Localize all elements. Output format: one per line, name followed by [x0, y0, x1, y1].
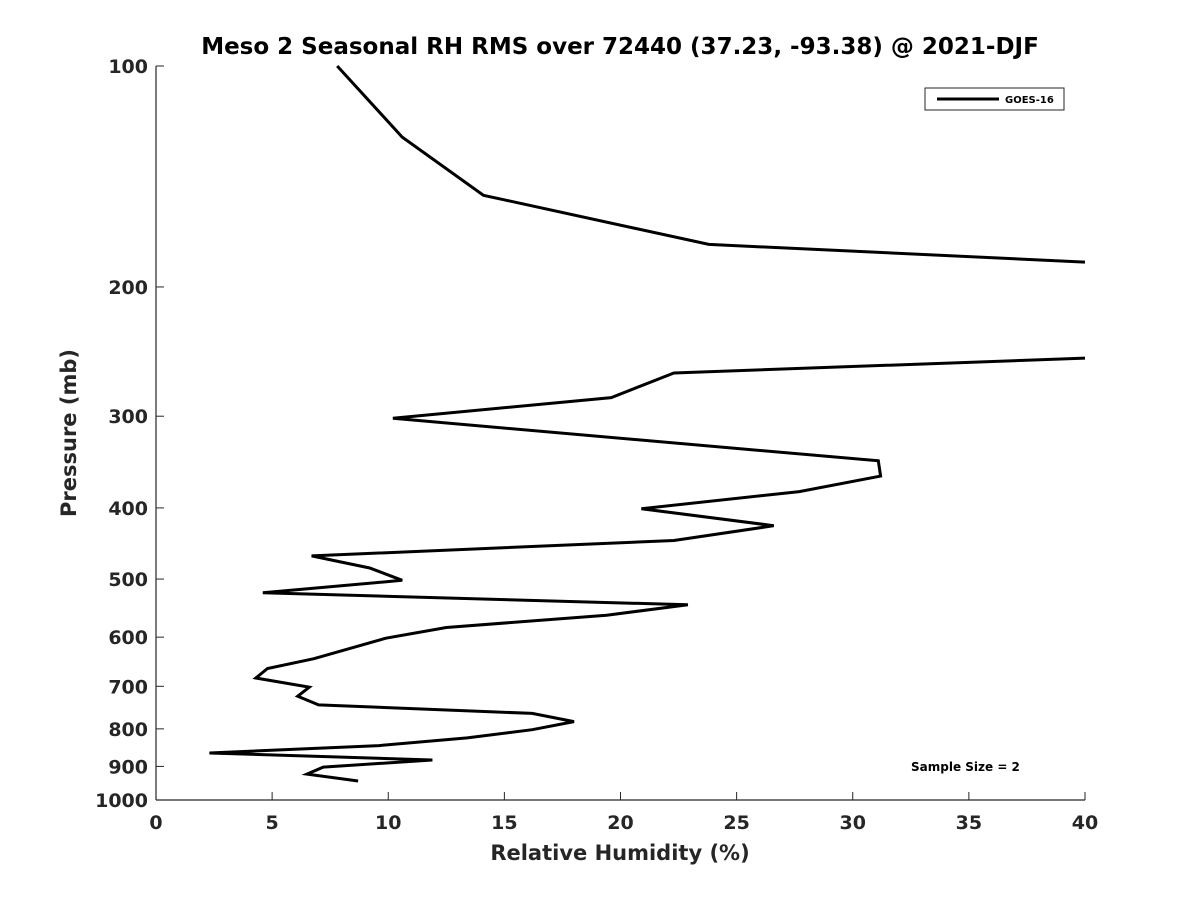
x-tick-label: 25 — [723, 812, 749, 834]
x-tick-label: 5 — [266, 812, 279, 834]
y-tick-label: 900 — [108, 756, 148, 778]
series-layer — [209, 64, 1086, 783]
y-tick-label: 100 — [108, 56, 148, 78]
y-tick-label: 800 — [108, 719, 148, 741]
y-tick-label: 500 — [108, 569, 148, 591]
y-tick-label: 300 — [108, 406, 148, 428]
sample-size-annotation: Sample Size = 2 — [911, 760, 1020, 774]
y-tick-label: 700 — [108, 676, 148, 698]
x-tick-label: 0 — [149, 812, 162, 834]
x-tick-label: 40 — [1072, 812, 1098, 834]
chart-title: Meso 2 Seasonal RH RMS over 72440 (37.23… — [201, 34, 1039, 60]
x-tick-label: 30 — [840, 812, 866, 834]
x-tick-label: 20 — [607, 812, 633, 834]
y-tick-label: 200 — [108, 277, 148, 299]
y-tick-label: 600 — [108, 627, 148, 649]
x-tick-label: 35 — [956, 812, 982, 834]
x-axis-label: Relative Humidity (%) — [490, 841, 749, 865]
y-ticks: 100 200 300 400 500 600 700 800 900 1000 — [95, 56, 164, 812]
legend: GOES-16 — [924, 87, 1065, 111]
series-line-goes-16 — [209, 64, 1086, 783]
x-ticks: 0 5 10 15 20 25 30 35 40 — [149, 792, 1098, 834]
axes — [155, 66, 1085, 801]
y-tick-label: 400 — [108, 498, 148, 520]
y-axis-label: Pressure (mb) — [57, 349, 81, 517]
y-tick-label: 1000 — [95, 790, 148, 812]
legend-label: GOES-16 — [1005, 95, 1054, 106]
x-tick-label: 10 — [375, 812, 401, 834]
x-tick-label: 15 — [491, 812, 517, 834]
